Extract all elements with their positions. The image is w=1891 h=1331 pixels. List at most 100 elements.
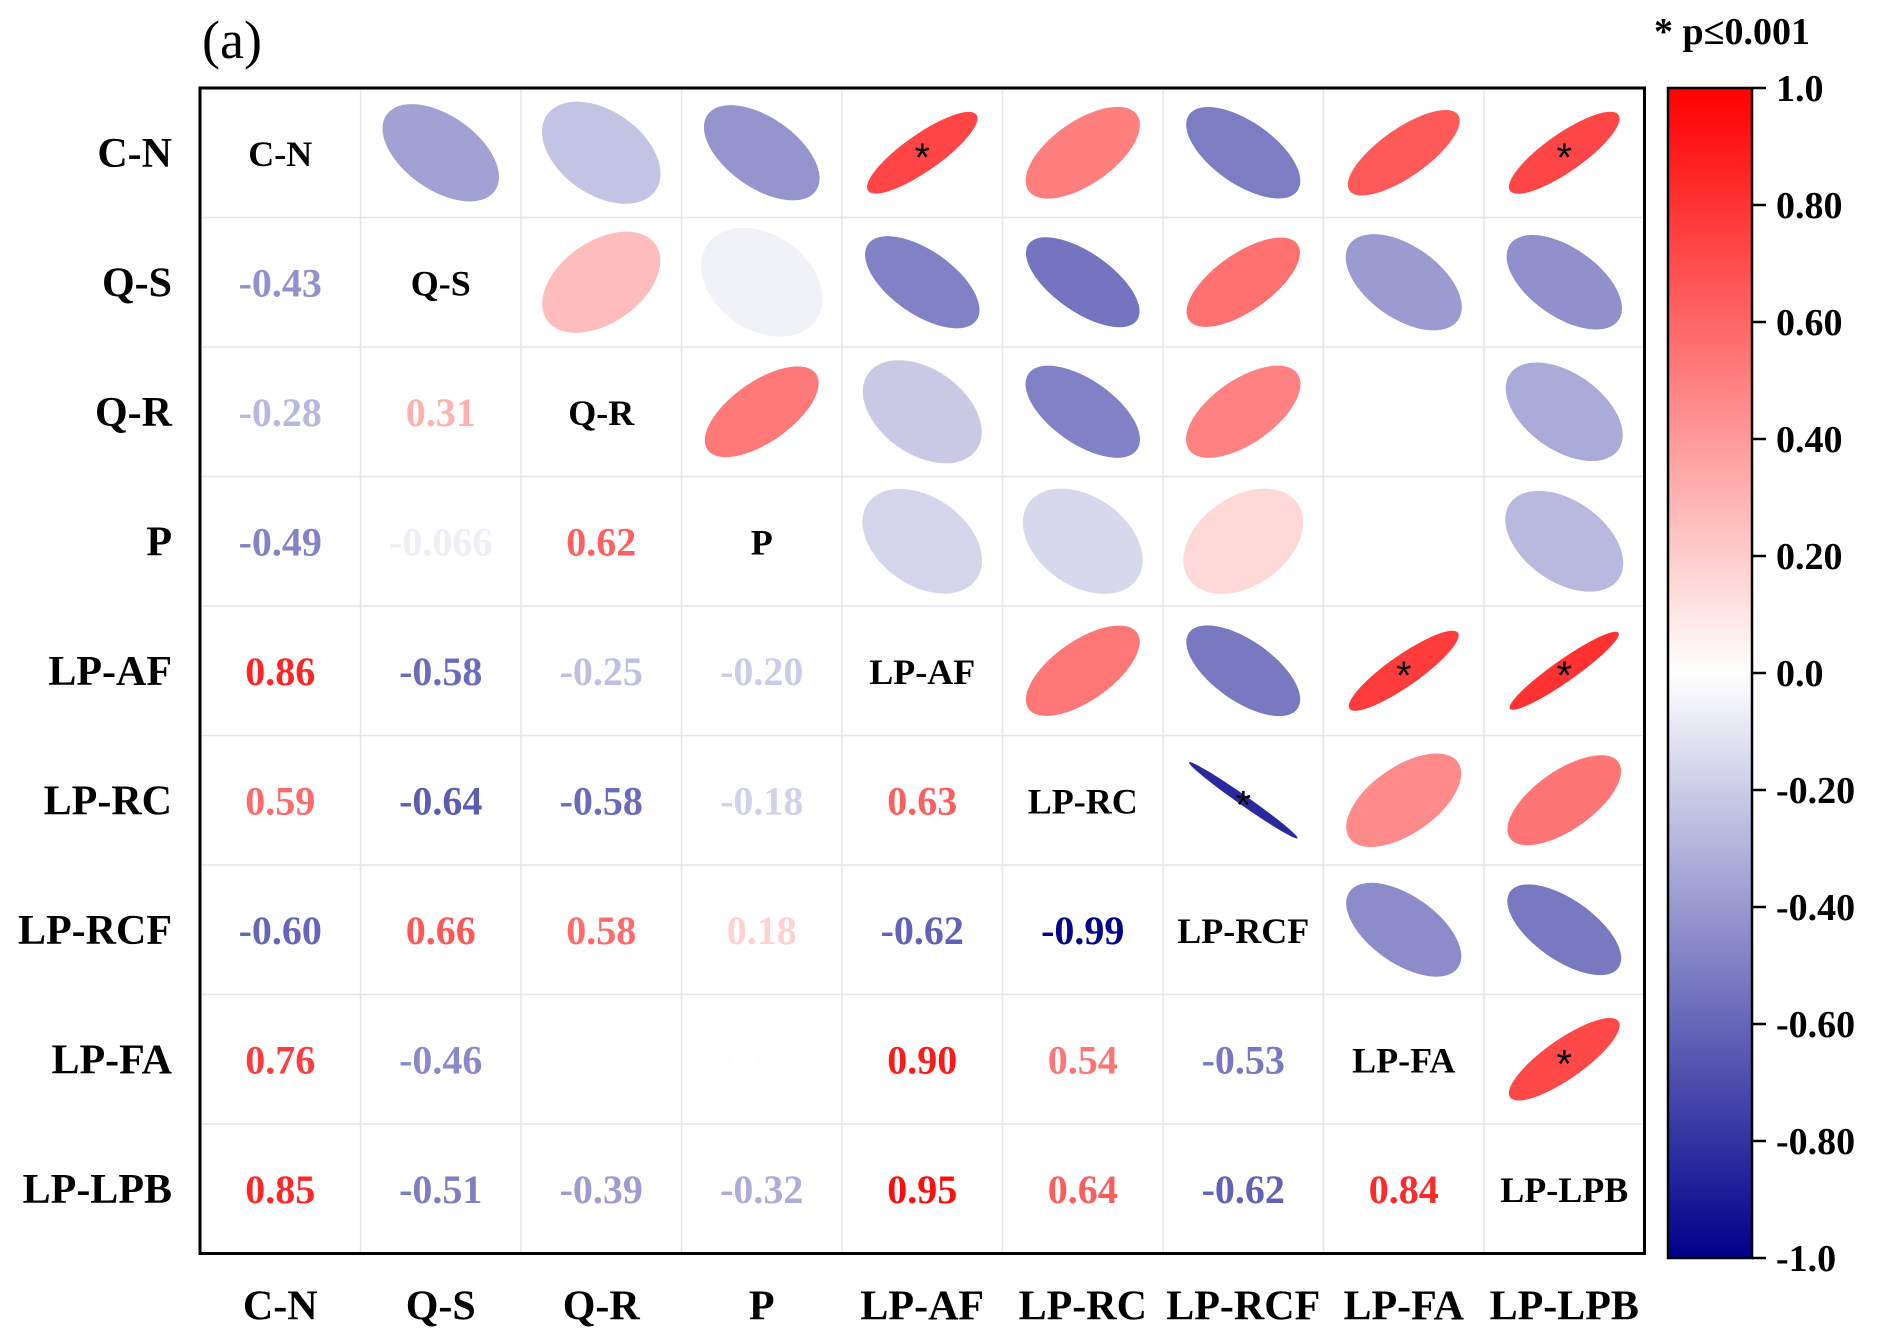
value-LP-RC-C-N: 0.59 — [245, 778, 315, 823]
ellipse-Q-S-P — [701, 227, 823, 337]
colorbar-tick-label: 0.40 — [1776, 419, 1843, 461]
value-LP-AF-Q-R: -0.25 — [560, 649, 643, 694]
value-LP-LPB-LP-AF: 0.95 — [887, 1167, 957, 1212]
colorbar-tick-label: 0.20 — [1776, 536, 1843, 578]
ellipse-LP-RC-LP-FA — [1346, 753, 1462, 848]
colorbar-tick-label: 0.60 — [1776, 302, 1843, 344]
value-LP-RCF-LP-RC: -0.99 — [1041, 908, 1124, 953]
significance-star: * — [1556, 654, 1572, 698]
value-LP-RCF-Q-R: 0.58 — [566, 908, 636, 953]
row-label-Q-S: Q-S — [102, 260, 172, 306]
diag-label-P: P — [751, 522, 773, 562]
value-LP-LPB-LP-RCF: -0.62 — [1202, 1167, 1285, 1212]
ellipse-LP-AF-LP-FA — [1348, 630, 1459, 711]
colorbar: 1.0 0.80 0.60 0.40 0.20 0.0 -0.20 -0.40 -0.60 -0.… — [1666, 68, 1855, 1280]
ellipse-Q-R-LP-FA — [1342, 356, 1465, 468]
value-LP-LPB-Q-S: -0.51 — [399, 1167, 482, 1212]
ellipse-P-LP-RCF — [1183, 488, 1304, 594]
ellipse-Q-R-LP-AF — [862, 360, 982, 464]
ellipse-C-N-Q-R — [541, 101, 661, 204]
colorbar-tick-label: -0.40 — [1776, 887, 1855, 929]
colorbar-gradient — [1666, 86, 1754, 1260]
panel-label: (a) — [202, 10, 262, 70]
col-label-Q-S: Q-S — [406, 1284, 476, 1330]
colorbar-tick-label: -0.80 — [1776, 1121, 1855, 1163]
value-LP-RC-LP-AF: 0.63 — [887, 778, 957, 823]
colorbar-tick-label: 0.0 — [1776, 653, 1824, 695]
value-LP-RCF-LP-AF: -0.62 — [881, 908, 964, 953]
ellipse-LP-RC-LP-RCF — [1188, 762, 1298, 839]
value-Q-R-Q-S: 0.31 — [406, 390, 476, 435]
value-P-C-N: -0.49 — [239, 519, 322, 564]
value-LP-LPB-LP-FA: 0.84 — [1369, 1167, 1439, 1212]
significance-star: * — [1235, 783, 1251, 827]
plot-frame — [198, 86, 1646, 1255]
colorbar-tick-label: -0.20 — [1776, 770, 1855, 812]
ellipse-C-N-LP-RCF — [1186, 107, 1301, 199]
value-LP-LPB-P: -0.32 — [720, 1167, 803, 1212]
value-LP-RCF-C-N: -0.60 — [239, 908, 322, 953]
value-LP-FA-LP-RC: 0.54 — [1048, 1037, 1118, 1082]
row-label-LP-RC: LP-RC — [44, 778, 172, 824]
col-label-LP-AF: LP-AF — [860, 1284, 984, 1330]
diag-label-LP-AF: LP-AF — [869, 652, 975, 692]
colorbar-tick-label: -0.60 — [1776, 1004, 1855, 1046]
ellipse-P-LP-RC — [1022, 488, 1143, 594]
col-label-C-N: C-N — [243, 1284, 318, 1330]
ellipse-LP-RC-LP-LPB — [1507, 755, 1622, 846]
grid-layer — [198, 86, 1646, 1255]
colorbar-tick-label: -1.0 — [1776, 1238, 1836, 1280]
ellipse-C-N-Q-S — [382, 104, 500, 202]
col-label-LP-RCF: LP-RCF — [1166, 1284, 1320, 1330]
ellipse-Q-R-P — [704, 366, 819, 458]
row-label-LP-RCF: LP-RCF — [18, 908, 172, 954]
ellipse-C-N-LP-RC — [1025, 106, 1140, 199]
value-Q-S-C-N: -0.43 — [239, 260, 322, 305]
ellipse-LP-AF-LP-LPB — [1509, 631, 1619, 710]
value-LP-RCF-Q-S: 0.66 — [406, 908, 476, 953]
diag-label-LP-FA: LP-FA — [1352, 1040, 1455, 1080]
value-LP-LPB-Q-R: -0.39 — [560, 1167, 643, 1212]
ellipse-LP-RCF-LP-LPB — [1507, 884, 1622, 976]
value-LP-FA-C-N: 0.76 — [245, 1037, 315, 1082]
ellipse-Q-R-LP-LPB — [1505, 362, 1623, 462]
diag-label-LP-LPB: LP-LPB — [1500, 1170, 1628, 1210]
ellipse-P-LP-FA — [1342, 485, 1465, 597]
significance-star: * — [1556, 136, 1572, 180]
value-LP-RC-P: -0.18 — [720, 778, 803, 823]
diag-label-LP-RC: LP-RC — [1028, 781, 1138, 821]
ellipse-Q-S-Q-R — [542, 231, 661, 333]
col-label-LP-LPB: LP-LPB — [1490, 1284, 1639, 1330]
value-LP-RCF-P: 0.18 — [727, 908, 797, 953]
significance-star: * — [914, 136, 930, 180]
value-LP-RC-Q-S: -0.64 — [399, 778, 482, 823]
value-LP-FA-LP-RCF: -0.53 — [1202, 1037, 1285, 1082]
ellipse-Q-S-LP-FA — [1345, 234, 1462, 331]
value-LP-RC-Q-R: -0.58 — [560, 778, 643, 823]
diag-label-Q-S: Q-S — [411, 263, 471, 303]
ellipse-C-N-LP-LPB — [1508, 111, 1620, 194]
ellipse-Q-R-LP-RC — [1025, 365, 1140, 458]
ellipse-P-LP-AF — [862, 488, 983, 594]
ellipse-Q-S-LP-RCF — [1186, 237, 1300, 327]
diag-label-LP-RCF: LP-RCF — [1177, 911, 1309, 951]
ellipse-C-N-P — [703, 105, 820, 201]
ellipse-C-N-LP-AF — [867, 111, 978, 194]
value-Q-R-C-N: -0.28 — [239, 390, 322, 435]
ellipse-LP-FA-LP-LPB — [1508, 1018, 1620, 1101]
value-LP-FA-P: -0.0055 — [700, 1037, 823, 1082]
value-P-Q-R: 0.62 — [566, 519, 636, 564]
value-LP-FA-LP-AF: 0.90 — [887, 1037, 957, 1082]
cells-layer: C-N * * -0.43 Q-S -0.28 0.31 Q-R -0.49 -0.066 0.62… — [239, 101, 1628, 1212]
diag-label-C-N: C-N — [248, 134, 312, 174]
row-label-C-N: C-N — [97, 131, 172, 177]
ellipse-LP-RCF-LP-FA — [1346, 882, 1462, 977]
ellipse-Q-S-LP-AF — [865, 236, 980, 329]
value-LP-AF-Q-S: -0.58 — [399, 649, 482, 694]
value-LP-LPB-C-N: 0.85 — [245, 1167, 315, 1212]
value-LP-FA-Q-S: -0.46 — [399, 1037, 482, 1082]
col-label-P: P — [749, 1284, 775, 1330]
colorbar-tick-label: 1.0 — [1776, 68, 1824, 110]
col-label-LP-RC: LP-RC — [1019, 1284, 1147, 1330]
